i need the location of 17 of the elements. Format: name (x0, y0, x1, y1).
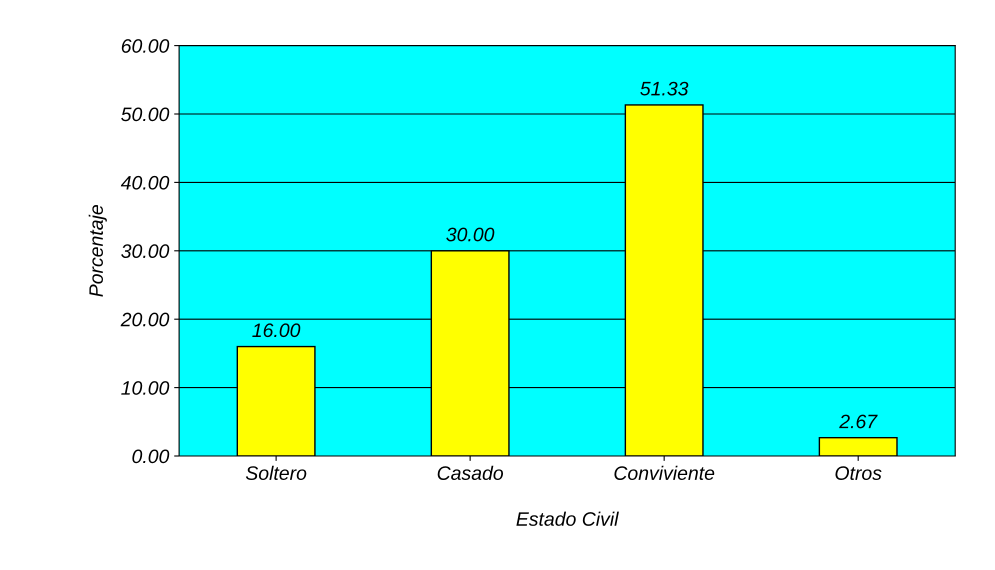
y-tick-label: 40.00 (120, 176, 170, 190)
y-tick-label: 60.00 (122, 39, 170, 53)
y-tick-label: 20.00 (120, 312, 170, 326)
data-label: 16.00 (252, 323, 300, 338)
x-tick-label: Otros (835, 466, 882, 480)
x-tick-label: Soltero (246, 466, 306, 480)
y-tick-label: 10.00 (121, 381, 170, 395)
y-tick-label: 30.00 (121, 244, 170, 258)
y-axis-title: Porcentaje (88, 205, 107, 297)
y-tick-label: 50.00 (121, 107, 170, 122)
y-tick-label: 0.00 (132, 449, 170, 464)
x-tick-label: Casado (438, 466, 504, 480)
data-label: 30.00 (446, 228, 494, 242)
data-label: 2.67 (839, 414, 878, 428)
x-axis-title: Estado Civil (516, 512, 619, 526)
data-label: 51.33 (640, 82, 688, 96)
x-tick-label: Conviviente (614, 466, 714, 480)
